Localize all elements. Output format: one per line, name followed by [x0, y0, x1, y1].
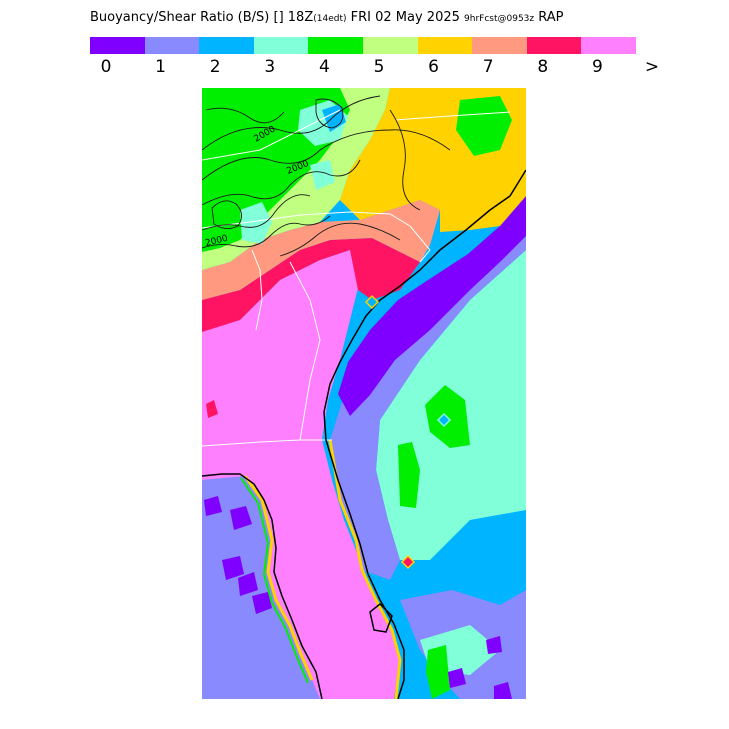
legend-label: 6 [428, 57, 440, 77]
legend-label: 7 [482, 57, 494, 77]
gulf-patch-c [222, 556, 244, 580]
coastal-transition-west-outer [240, 477, 309, 684]
title-part: Buoyancy/Shear Ratio (B/S) [] 18Z [90, 10, 314, 25]
color-legend [90, 37, 636, 54]
offshore-green-c [426, 645, 450, 699]
map-title: Buoyancy/Shear Ratio (B/S) [] 18Z(14edt)… [90, 10, 564, 25]
marker-diamond [400, 554, 416, 570]
coastal-transition-west [243, 475, 314, 681]
legend-swatch [581, 37, 636, 54]
gulf-patch-a [204, 496, 222, 516]
legend-swatch [417, 37, 473, 54]
legend-label: 2 [209, 57, 221, 77]
legend-label: 1 [155, 57, 167, 77]
legend-label: 8 [537, 57, 549, 77]
title-part: RAP [534, 10, 564, 25]
gulf-patch-e [252, 592, 272, 614]
legend-swatch [90, 37, 145, 54]
legend-label: > [644, 57, 660, 77]
height-contours [202, 95, 451, 257]
gulf-patch-b [230, 506, 252, 530]
gulf-patch-g [448, 668, 466, 688]
land-field-max [202, 250, 400, 699]
legend-swatch [526, 37, 582, 54]
legend-label: 3 [264, 57, 276, 77]
land-field-red [202, 238, 420, 332]
land-field-cyan-b [240, 202, 272, 244]
gulf-patch-h [494, 682, 512, 699]
coastlines [202, 169, 526, 699]
land-field-spot [206, 400, 218, 418]
land-field-cyan-c [310, 160, 335, 190]
legend-swatch [253, 37, 309, 54]
legend-label: 9 [591, 57, 603, 77]
gulf-patch-f [486, 636, 502, 654]
land-field-green-ne [456, 96, 512, 156]
legend-swatch [144, 37, 200, 54]
gulf-patch-d [238, 572, 258, 596]
atlantic-field-coastal [330, 218, 526, 580]
title-part: (14edt) [313, 14, 347, 24]
title-part: FRI 02 May 2025 [346, 10, 465, 25]
legend-labels: 0 1 2 3 4 5 6 7 8 9 > [90, 57, 660, 79]
legend-swatch [199, 37, 254, 54]
atlantic-field-min [338, 196, 526, 416]
legend-swatch [472, 37, 527, 54]
marker-diamond [436, 412, 452, 428]
offshore-green-b [398, 442, 420, 508]
legend-swatch [362, 37, 418, 54]
marker-diamond [364, 294, 380, 310]
title-part: 9hrFcst@0953z [464, 14, 535, 24]
legend-label: 0 [100, 57, 112, 77]
coastal-transition-east [328, 439, 402, 699]
land-field-salmon [202, 200, 440, 300]
legend-label: 4 [318, 57, 330, 77]
state-boundaries [202, 109, 511, 447]
legend-swatch [308, 37, 363, 54]
legend-label: 5 [373, 57, 385, 77]
